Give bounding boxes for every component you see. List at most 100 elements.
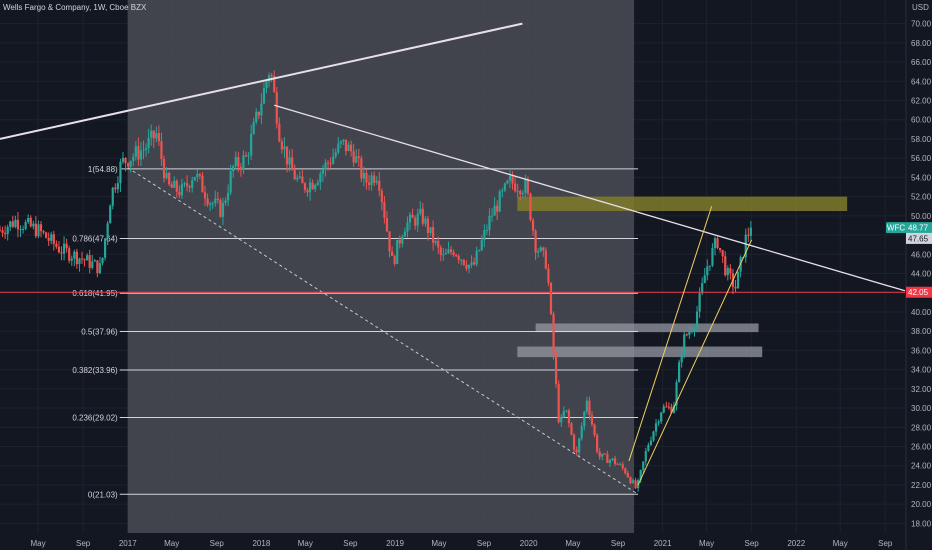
candle-up xyxy=(196,173,199,177)
candle-up xyxy=(27,217,30,223)
price-badge xyxy=(906,222,932,234)
fib-level-label: 0.382(33.96) xyxy=(72,366,118,375)
candle-up xyxy=(211,203,214,205)
candle-up xyxy=(493,205,496,216)
price-badge xyxy=(906,232,932,244)
candle-up xyxy=(129,160,132,167)
time-axis[interactable]: May Sep 2017 May Sep 2018 May Sep 2019 May Sep 2020… xyxy=(31,539,893,548)
fib-level-label: 0.5(37.96) xyxy=(81,328,118,337)
y-tick-label: 58.00 xyxy=(911,135,932,144)
drawings[interactable] xyxy=(0,22,906,495)
candle-up xyxy=(565,410,568,412)
fib-level-label: 0(21.03) xyxy=(88,490,118,499)
candle-down xyxy=(344,139,348,152)
candle-up xyxy=(226,192,230,201)
highlight-region xyxy=(127,0,635,533)
candle-up xyxy=(262,88,266,104)
candle-up xyxy=(155,133,158,139)
candle-up xyxy=(726,268,729,276)
candle-up xyxy=(101,257,104,264)
candle-down xyxy=(452,252,455,255)
candle-up xyxy=(316,182,319,186)
y-tick-label: 28.00 xyxy=(911,423,932,432)
y-tick-label: 66.00 xyxy=(911,58,932,67)
candle-down xyxy=(626,473,629,478)
candle-up xyxy=(234,157,237,166)
candle-down xyxy=(596,435,599,452)
candle-down xyxy=(160,141,163,160)
candle-down xyxy=(216,198,219,200)
candle-up xyxy=(631,480,635,484)
candle-up xyxy=(370,175,373,186)
candle-down xyxy=(352,151,355,163)
candle-down xyxy=(593,424,596,436)
candle-down xyxy=(65,243,68,249)
candle-down xyxy=(42,231,45,233)
candle-up xyxy=(165,173,168,179)
x-tick-label: May xyxy=(699,539,714,548)
candle-up xyxy=(308,182,312,193)
candle-down xyxy=(398,239,401,244)
candle-down xyxy=(178,191,181,196)
fib-retracement[interactable]: 1(54.88) 0.786(47.64) 0.618(41.95) 0.5(37.9… xyxy=(72,165,639,499)
candle-down xyxy=(378,180,381,191)
candle-down xyxy=(514,183,517,192)
candle-down xyxy=(80,258,84,260)
candle-up xyxy=(9,221,12,228)
y-tick-label: 30.00 xyxy=(911,404,932,413)
candle-up xyxy=(524,179,527,193)
candle-down xyxy=(157,133,160,142)
candle-up xyxy=(690,330,694,332)
candle-up xyxy=(608,459,612,463)
candle-up xyxy=(342,139,345,142)
candle-down xyxy=(549,282,553,314)
x-tick-label: May xyxy=(298,539,313,548)
x-tick-label: Sep xyxy=(611,539,626,548)
candle-up xyxy=(644,450,647,462)
candle-down xyxy=(529,193,532,221)
candle-down xyxy=(357,156,360,159)
candle-down xyxy=(603,453,606,455)
candle-down xyxy=(462,259,465,265)
candle-down xyxy=(598,451,601,457)
candle-up xyxy=(447,249,450,254)
candle-up xyxy=(283,146,286,150)
candle-up xyxy=(296,177,299,180)
candle-up xyxy=(109,205,112,224)
candle-up xyxy=(744,234,747,258)
candle-up xyxy=(619,464,622,466)
candle-up xyxy=(91,261,94,268)
candle-down xyxy=(588,400,591,416)
candle-up xyxy=(78,258,81,265)
candle-up xyxy=(191,180,194,188)
x-tick-label: May xyxy=(431,539,446,548)
candle-up xyxy=(98,263,102,274)
fib-level-label: 0.618(41.95) xyxy=(72,289,118,298)
candle-up xyxy=(701,283,704,294)
candle-up xyxy=(708,265,711,267)
candle-up xyxy=(24,222,27,229)
candle-up xyxy=(578,438,581,453)
candle-down xyxy=(152,130,155,139)
candle-down xyxy=(383,202,386,219)
candle-down xyxy=(552,313,555,355)
candle-up xyxy=(247,155,250,157)
candle-down xyxy=(439,247,442,256)
candle-up xyxy=(483,230,486,241)
candle-up xyxy=(657,421,660,424)
candle-down xyxy=(280,141,283,150)
olive-zone xyxy=(517,196,848,212)
candle-down xyxy=(4,232,7,235)
y-tick-label: 68.00 xyxy=(911,39,932,48)
candle-up xyxy=(698,293,701,312)
candle-up xyxy=(490,215,494,217)
candle-down xyxy=(83,259,86,261)
candle-up xyxy=(132,156,135,161)
candle-down xyxy=(411,214,414,218)
candle-down xyxy=(34,223,37,237)
grey-zone xyxy=(535,323,759,333)
candle-down xyxy=(124,157,127,164)
candle-down xyxy=(206,198,209,205)
candle-down xyxy=(349,144,353,152)
